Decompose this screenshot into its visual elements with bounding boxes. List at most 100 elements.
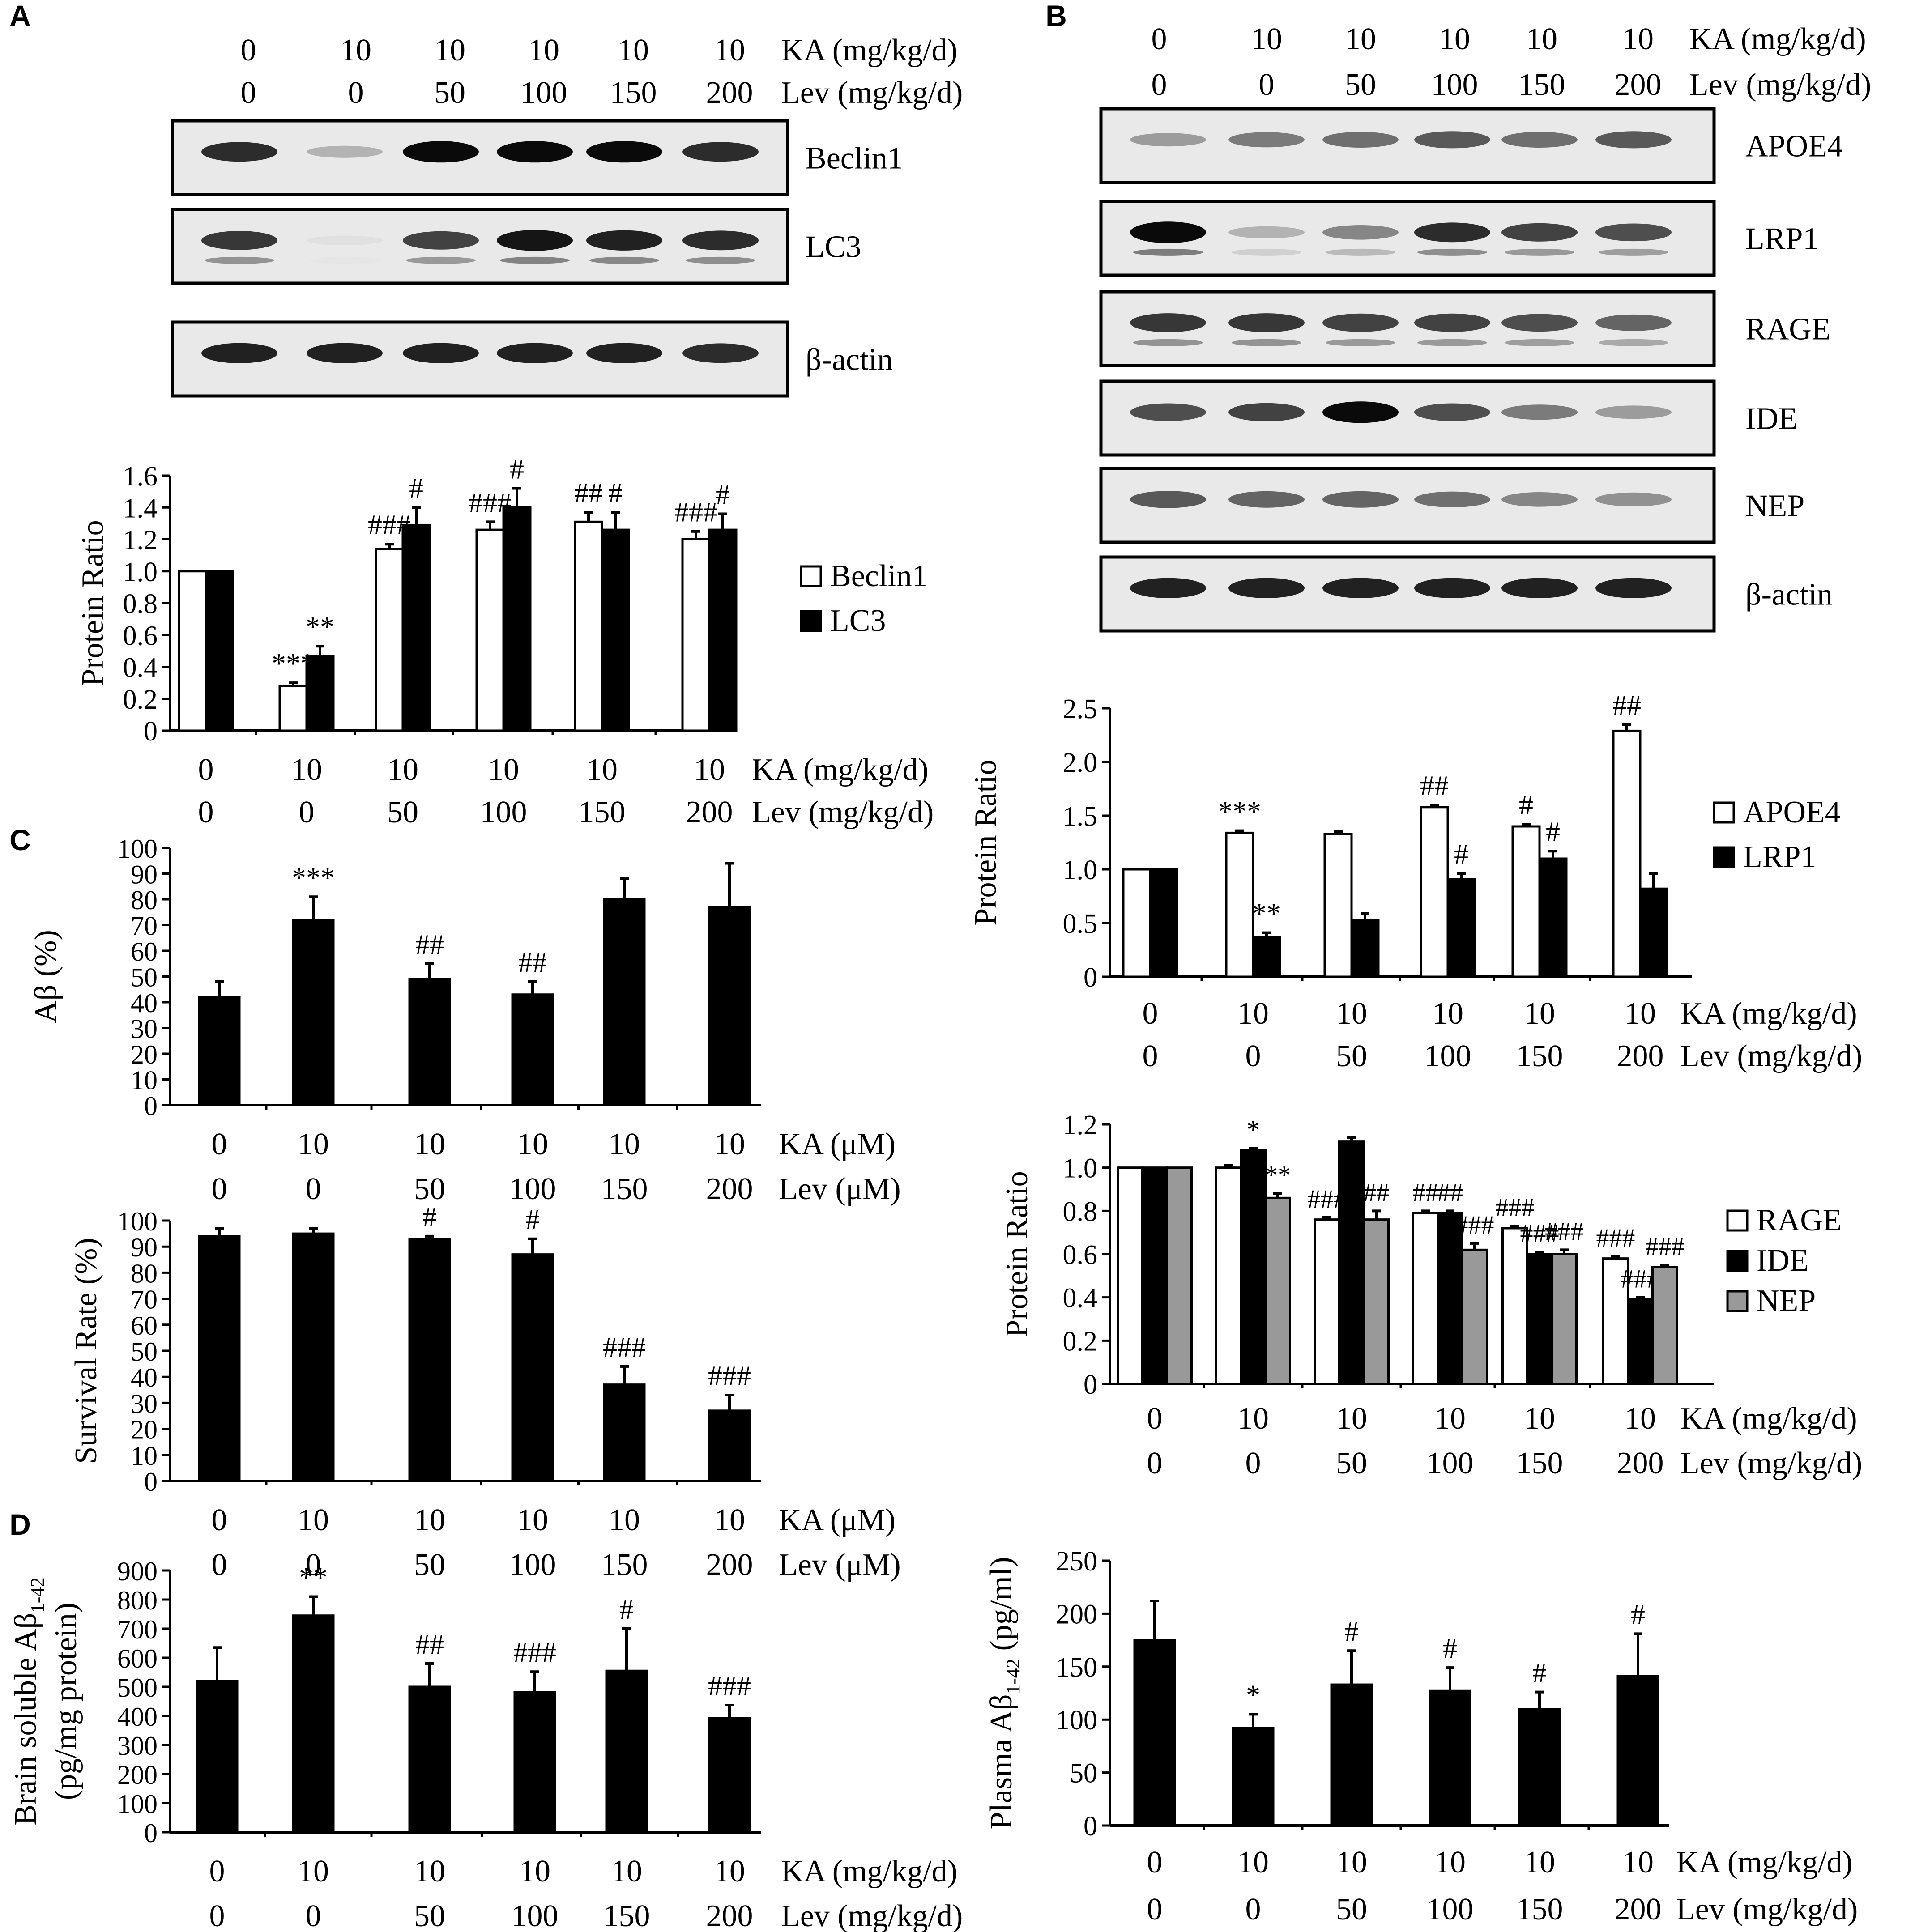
western-blot-panel-b: APOE4 LRP1 RAGE IDE NEP β-actin — [1099, 107, 1843, 633]
x-category-label: 100 — [1427, 1892, 1474, 1927]
significance-marker: # — [608, 477, 623, 509]
x-category-label: 0 — [1143, 1039, 1158, 1073]
blot-label-nep: NEP — [1745, 489, 1804, 523]
ka-unit-label: KA (mg/kg/d) — [1689, 22, 1866, 56]
blot-strip-beclin1: Beclin1 — [171, 119, 903, 196]
blot-band — [1322, 578, 1399, 598]
x-category-label: 10 — [414, 1127, 445, 1162]
blot-band — [1228, 403, 1305, 421]
blot-band — [1228, 313, 1305, 332]
legend-swatch — [800, 565, 822, 587]
blot-band-lower — [1599, 339, 1668, 346]
x-category-label: 200 — [706, 1548, 753, 1582]
x-category-label: 10 — [414, 1503, 445, 1537]
bar — [278, 685, 308, 732]
bar — [1264, 1196, 1291, 1385]
legend-swatch — [1713, 801, 1735, 824]
y-tick-label: 300 — [117, 1731, 158, 1761]
lev-dose-label: 50 — [1345, 68, 1376, 102]
blot-band — [586, 343, 662, 363]
significance-marker: # — [525, 1204, 540, 1235]
x-row-label: Lev (mg/kg/d) — [1680, 1446, 1862, 1481]
significance-marker: *** — [1218, 796, 1261, 827]
x-category-label: 0 — [212, 1172, 227, 1206]
significance-marker: *** — [292, 861, 335, 893]
x-category-label: 0 — [1147, 1845, 1163, 1880]
blot-band — [1501, 578, 1578, 598]
blot-band — [1414, 313, 1490, 332]
significance-marker: ** — [1265, 1161, 1291, 1190]
x-category-label: 0 — [306, 1899, 321, 1932]
legend: Beclin1 LC3 — [800, 559, 928, 638]
x-category-label: 10 — [609, 1127, 640, 1162]
blot-band — [201, 231, 277, 250]
bar — [601, 528, 630, 732]
x-category-label: 10 — [1237, 996, 1269, 1031]
x-category-label: 10 — [517, 1503, 548, 1537]
blot-band — [307, 145, 383, 158]
blot-band — [1414, 578, 1490, 598]
bar — [1461, 1248, 1488, 1385]
legend-label: IDE — [1757, 1243, 1809, 1278]
bar — [408, 1685, 451, 1834]
significance-marker: ### — [513, 1636, 556, 1668]
ka-dose-label: 0 — [241, 33, 256, 68]
significance-marker: # — [716, 479, 730, 511]
y-tick-label: 50 — [131, 963, 158, 992]
significance-marker: ### — [1496, 1193, 1535, 1222]
bar — [292, 1614, 335, 1834]
bar — [1363, 1218, 1390, 1385]
bar — [1446, 878, 1476, 978]
y-axis-label-subscript: 1-42 — [27, 1577, 48, 1613]
blot-strip-nep: NEP — [1099, 467, 1804, 544]
x-category-label: 0 — [212, 1503, 227, 1537]
y-tick-label: 50 — [1070, 1758, 1097, 1789]
y-tick-label: 0 — [144, 1091, 158, 1121]
y-tick-label: 150 — [1056, 1652, 1097, 1683]
ka-dose-label: 10 — [1439, 22, 1470, 56]
x-category-label: 100 — [480, 795, 527, 830]
significance-marker: ## — [1412, 1178, 1438, 1207]
bar — [198, 996, 241, 1106]
blot-band — [1501, 404, 1578, 420]
x-category-label: 150 — [579, 795, 626, 830]
blot-band-lower — [1417, 248, 1487, 256]
significance-marker: ## — [1612, 689, 1641, 721]
y-tick-label: 40 — [131, 1363, 158, 1392]
bar — [1232, 1727, 1275, 1827]
significance-marker: ** — [1252, 898, 1281, 929]
y-axis-label-unit: (pg/mg protein) — [49, 1603, 83, 1800]
lev-dose-label: 0 — [1152, 68, 1167, 102]
bar — [1511, 825, 1541, 978]
x-category-label: 50 — [1336, 1039, 1367, 1073]
x-category-label: 10 — [1625, 1401, 1656, 1436]
x-row-label: Lev (mg/kg/d) — [781, 1899, 963, 1932]
x-category-label: 200 — [686, 795, 733, 830]
legend-label: LC3 — [830, 604, 886, 638]
blot-band — [201, 142, 277, 162]
blot-band — [1595, 492, 1672, 506]
x-category-label: 10 — [1336, 1401, 1367, 1436]
legend: APOE4 LRP1 — [1713, 795, 1841, 874]
bar — [1518, 1708, 1561, 1827]
blot-band — [1130, 491, 1206, 508]
x-category-label: 50 — [414, 1172, 445, 1206]
blot-band — [1322, 401, 1399, 423]
significance-marker: ## — [1420, 770, 1449, 801]
blot-band — [1228, 491, 1305, 508]
blot-band — [586, 141, 662, 163]
x-category-label: 10 — [586, 753, 618, 787]
x-category-label: 100 — [1425, 1039, 1471, 1073]
x-category-label: 0 — [209, 1854, 225, 1889]
y-tick-label: 0 — [1083, 1811, 1097, 1842]
significance-marker: # — [1344, 1615, 1359, 1647]
legend-swatch — [1726, 1209, 1749, 1232]
bar — [1330, 1683, 1373, 1827]
y-axis-label: Aβ (%) — [29, 930, 63, 1023]
x-category-label: 0 — [1245, 1892, 1261, 1927]
y-tick-label: 10 — [131, 1441, 158, 1471]
y-tick-label: 1.2 — [1063, 1110, 1098, 1140]
